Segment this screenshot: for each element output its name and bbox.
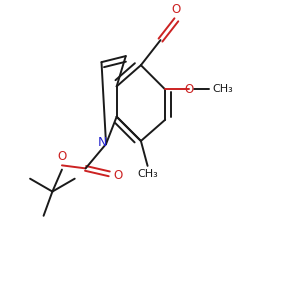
Text: O: O bbox=[172, 3, 181, 16]
Text: CH₃: CH₃ bbox=[137, 169, 158, 179]
Text: N: N bbox=[98, 136, 107, 149]
Text: O: O bbox=[57, 150, 67, 163]
Text: O: O bbox=[113, 169, 123, 182]
Text: O: O bbox=[184, 83, 194, 96]
Text: CH₃: CH₃ bbox=[212, 84, 233, 94]
